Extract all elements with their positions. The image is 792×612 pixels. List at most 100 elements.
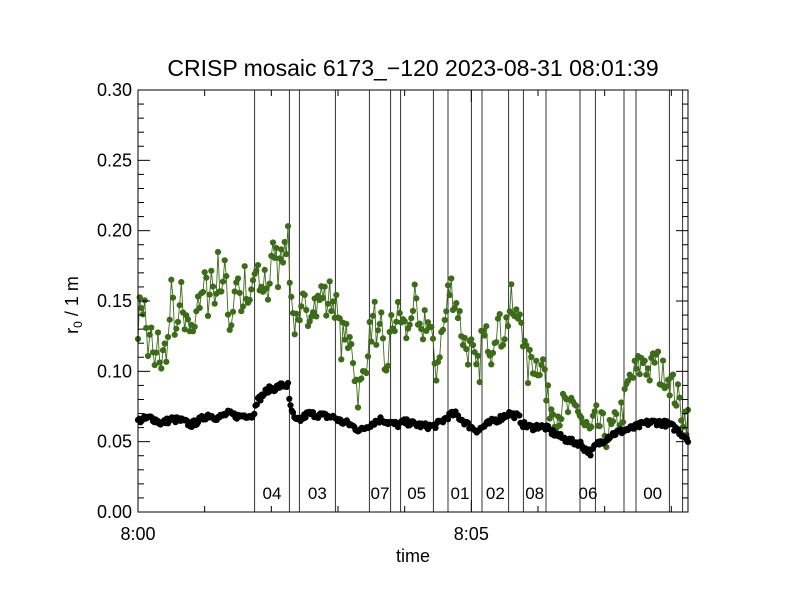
data-point [358,375,365,382]
data-point [354,404,362,411]
data-point [171,331,178,338]
data-point [564,409,572,416]
data-point [349,360,357,367]
data-point [369,312,377,319]
data-point [651,359,658,366]
data-point [573,402,580,409]
data-point [363,369,370,377]
data-point [373,341,380,348]
data-point [413,295,420,302]
data-point [444,282,452,289]
data-point [674,381,682,388]
data-point [481,332,488,339]
x-tick-label: 8:05 [454,524,489,544]
data-point [659,357,667,364]
data-point [203,274,210,281]
data-point [298,303,305,310]
data-point [254,262,262,269]
segment-label: 05 [407,484,426,503]
data-point [501,336,508,343]
data-point [673,402,680,409]
data-point [156,359,163,366]
data-point [644,365,652,372]
data-point [433,377,440,384]
data-point [401,318,408,325]
data-point [194,419,202,426]
data-point [464,361,472,368]
data-point [536,371,543,379]
data-point [296,317,303,324]
data-point [173,325,180,332]
data-point [619,419,627,426]
data-point [596,423,603,430]
data-point [556,422,563,429]
data-point [274,284,282,291]
data-point [324,300,332,307]
data-point [279,259,287,266]
data-point [504,323,512,330]
data-point [208,267,215,274]
data-point [403,335,410,342]
data-point [328,308,335,315]
data-point [518,319,525,326]
data-point [153,349,160,356]
data-point [209,283,217,290]
data-point [613,411,620,418]
data-point [253,267,260,274]
y-tick-label: 0.30 [97,80,132,100]
y-axis-label: r0 / 1 m [62,276,85,334]
y-tick-label: 0.20 [97,221,132,241]
data-point [453,300,460,307]
data-point [169,294,177,301]
data-point [286,279,293,286]
data-point [143,324,150,332]
series-green [134,223,692,451]
data-point [199,288,207,296]
data-point [416,320,423,327]
data-point [488,361,495,368]
data-point [578,414,585,421]
data-point [201,269,208,276]
data-point [204,312,212,319]
data-point [151,362,158,369]
data-point [141,297,148,304]
data-point [319,294,327,301]
data-point [223,273,230,280]
data-point [246,296,253,304]
data-point [239,303,247,310]
data-point [181,326,188,333]
data-point [379,335,387,342]
data-point [231,288,238,295]
data-point [148,324,155,331]
data-point [396,310,403,317]
chart-title: CRISP mosaic 6173_−120 2023-08-31 08:01:… [167,55,658,81]
data-point [538,361,545,368]
data-point [303,306,310,314]
data-point [443,308,450,315]
data-point [261,266,268,273]
data-point [266,280,273,287]
data-point [441,316,448,324]
data-point [503,314,510,321]
data-point [476,379,483,386]
data-point [184,316,192,323]
data-point [364,353,372,360]
data-point [528,353,535,361]
segment-label: 00 [643,484,662,503]
data-point [341,336,348,343]
data-point [234,275,242,282]
data-point [263,285,270,292]
data-point [264,296,272,303]
x-axis-label: time [396,546,430,566]
data-point [618,399,625,406]
data-point [271,254,278,261]
data-point [456,308,463,315]
data-point [393,318,400,325]
data-point [211,300,218,307]
data-point [454,315,462,322]
data-point [424,319,432,326]
data-point [306,318,313,325]
data-point [258,283,265,290]
data-point [411,281,418,288]
data-point [587,452,594,459]
